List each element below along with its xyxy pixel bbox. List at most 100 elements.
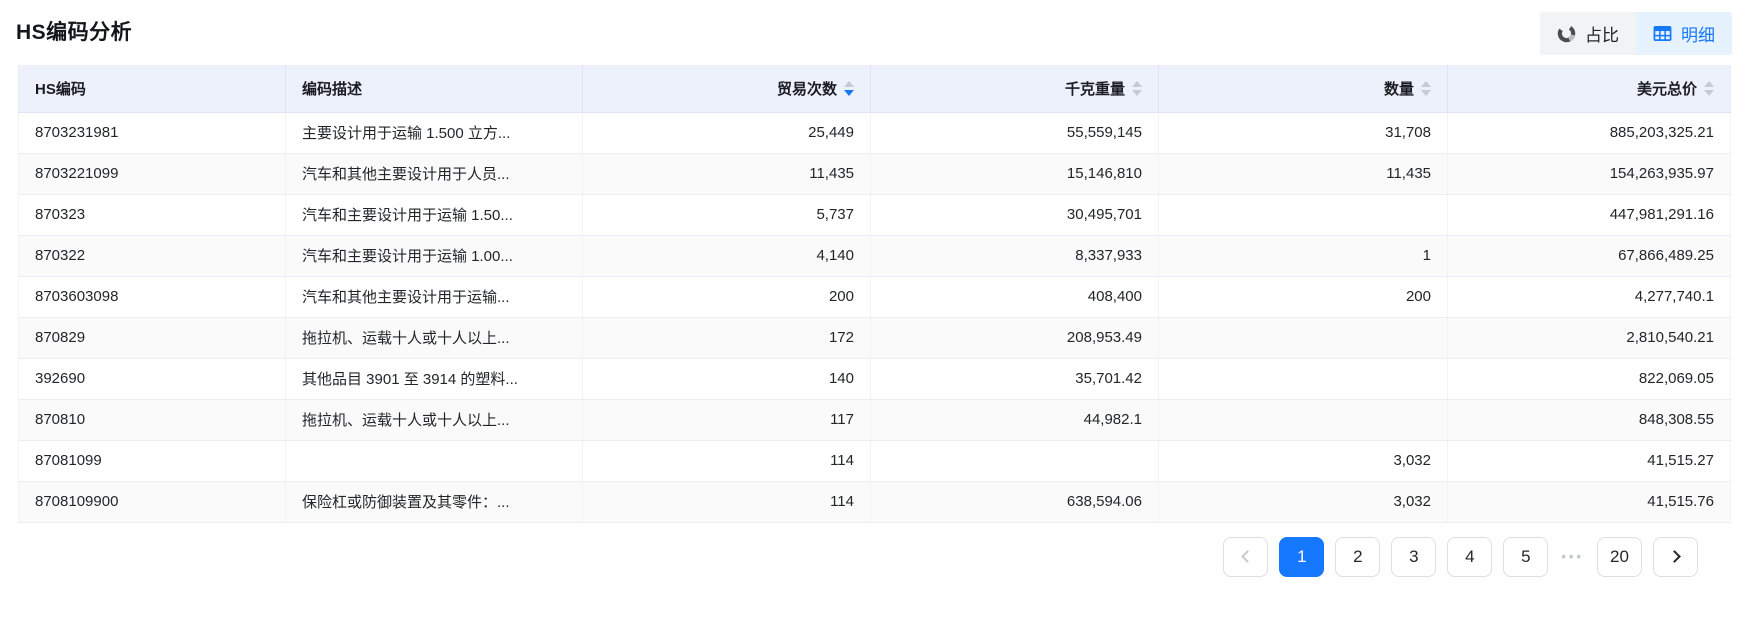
- column-label-hs-code: HS编码: [35, 80, 86, 98]
- table-row: 870323 汽车和主要设计用于运输 1.50... 5,737 30,495,701…: [18, 194, 1731, 236]
- sort-caret-up-icon: [1132, 80, 1142, 87]
- table-row: 392690 其他品目 3901 至 3914 的塑料... 140 35,701.4…: [18, 358, 1731, 400]
- cell-hs-code: 392690: [18, 358, 286, 400]
- cell-usd-total: 848,308.55: [1447, 399, 1731, 441]
- sort-caret-down-icon: [844, 89, 854, 96]
- sort-caret-down-icon: [1421, 89, 1431, 96]
- sorter-usd-total[interactable]: [1704, 80, 1714, 96]
- sorter-quantity[interactable]: [1421, 80, 1431, 96]
- table-row: 870322 汽车和主要设计用于运输 1.00... 4,140 8,337,933 1…: [18, 235, 1731, 277]
- cell-usd-total: 822,069.05: [1447, 358, 1731, 400]
- table-row: 870829 拖拉机、运载十人或十人以上... 172 208,953.49 2,810…: [18, 317, 1731, 359]
- cell-description: [285, 440, 583, 482]
- sort-caret-up-icon: [1421, 80, 1431, 87]
- table-row: 8703221099 汽车和其他主要设计用于人员... 11,435 15,146,8…: [18, 153, 1731, 195]
- column-header-usd-total[interactable]: 美元总价: [1447, 65, 1731, 113]
- cell-hs-code: 8708109900: [18, 481, 286, 523]
- cell-hs-code: 8703603098: [18, 276, 286, 318]
- cell-hs-code: 870810: [18, 399, 286, 441]
- cell-hs-code: 870829: [18, 317, 286, 359]
- column-label-kg-weight: 千克重量: [1064, 80, 1125, 98]
- detail-view-button[interactable]: 明细: [1636, 12, 1732, 55]
- cell-quantity: 200: [1158, 276, 1448, 318]
- column-header-description: 编码描述: [285, 65, 583, 113]
- pagination: 1 2 3 4 5 ••• 20: [0, 523, 1745, 577]
- page-button-5[interactable]: 5: [1503, 536, 1549, 577]
- column-label-usd-total: 美元总价: [1636, 80, 1697, 98]
- sort-caret-down-icon: [1704, 89, 1714, 96]
- pie-chart-icon: [1557, 24, 1576, 43]
- cell-usd-total: 41,515.76: [1447, 481, 1731, 523]
- cell-usd-total: 2,810,540.21: [1447, 317, 1731, 359]
- cell-quantity: [1158, 399, 1448, 441]
- cell-trade-count: 140: [582, 358, 871, 400]
- column-header-quantity[interactable]: 数量: [1158, 65, 1448, 113]
- sorter-trade-count[interactable]: [844, 80, 854, 96]
- page-button-4[interactable]: 4: [1447, 536, 1493, 577]
- cell-kg-weight: 408,400: [870, 276, 1159, 318]
- cell-description: 汽车和其他主要设计用于人员...: [285, 153, 583, 195]
- column-header-trade-count[interactable]: 贸易次数: [582, 65, 871, 113]
- hs-code-table-container: HS编码 编码描述 贸易次数 千克重量 数量 美元总价 8703231981 主要设计用于运…: [0, 65, 1745, 523]
- cell-usd-total: 154,263,935.97: [1447, 153, 1731, 195]
- page-header: HS编码分析 占比 明细: [0, 0, 1745, 65]
- cell-trade-count: 114: [582, 481, 871, 523]
- cell-description: 其他品目 3901 至 3914 的塑料...: [285, 358, 583, 400]
- proportion-view-button[interactable]: 占比: [1540, 12, 1636, 55]
- cell-kg-weight: [870, 440, 1159, 482]
- chevron-left-icon: [1240, 550, 1254, 563]
- cell-hs-code: 8703231981: [18, 112, 286, 154]
- pagination-ellipsis[interactable]: •••: [1561, 549, 1584, 564]
- page-button-1[interactable]: 1: [1279, 536, 1325, 577]
- cell-description: 汽车和主要设计用于运输 1.50...: [285, 194, 583, 236]
- table-row: 870810 拖拉机、运载十人或十人以上... 117 44,982.1 848,308…: [18, 399, 1731, 441]
- cell-description: 主要设计用于运输 1.500 立方...: [285, 112, 583, 154]
- cell-quantity: [1158, 358, 1448, 400]
- cell-trade-count: 4,140: [582, 235, 871, 277]
- cell-trade-count: 25,449: [582, 112, 871, 154]
- cell-description: 拖拉机、运载十人或十人以上...: [285, 399, 583, 441]
- cell-kg-weight: 55,559,145: [870, 112, 1159, 154]
- cell-usd-total: 885,203,325.21: [1447, 112, 1731, 154]
- cell-quantity: 11,435: [1158, 153, 1448, 195]
- column-label-quantity: 数量: [1383, 80, 1414, 98]
- detail-view-label: 明细: [1681, 26, 1715, 45]
- cell-kg-weight: 8,337,933: [870, 235, 1159, 277]
- table-row: 8708109900 保险杠或防御装置及其零件：... 114 638,594.06 3…: [18, 481, 1731, 523]
- page-title: HS编码分析: [16, 21, 133, 44]
- column-header-hs-code: HS编码: [18, 65, 286, 113]
- cell-usd-total: 4,277,740.1: [1447, 276, 1731, 318]
- prev-page-button[interactable]: [1223, 536, 1269, 577]
- cell-hs-code: 870322: [18, 235, 286, 277]
- cell-trade-count: 172: [582, 317, 871, 359]
- cell-trade-count: 200: [582, 276, 871, 318]
- cell-quantity: [1158, 317, 1448, 359]
- page-button-3[interactable]: 3: [1391, 536, 1437, 577]
- cell-trade-count: 5,737: [582, 194, 871, 236]
- column-header-kg-weight[interactable]: 千克重量: [870, 65, 1159, 113]
- sort-caret-down-icon: [1132, 89, 1142, 96]
- cell-description: 拖拉机、运载十人或十人以上...: [285, 317, 583, 359]
- cell-kg-weight: 35,701.42: [870, 358, 1159, 400]
- cell-kg-weight: 44,982.1: [870, 399, 1159, 441]
- next-page-button[interactable]: [1653, 536, 1698, 577]
- cell-hs-code: 870323: [18, 194, 286, 236]
- cell-hs-code: 8703221099: [18, 153, 286, 195]
- proportion-view-label: 占比: [1585, 26, 1619, 45]
- cell-kg-weight: 638,594.06: [870, 481, 1159, 523]
- table-row: 87081099 114 3,032 41,515.27: [18, 440, 1731, 482]
- table-header-row: HS编码 编码描述 贸易次数 千克重量 数量 美元总价: [18, 65, 1731, 113]
- page-button-2[interactable]: 2: [1335, 536, 1381, 577]
- chevron-right-icon: [1667, 550, 1681, 563]
- hs-code-table: HS编码 编码描述 贸易次数 千克重量 数量 美元总价 8703231981 主要设计用于运…: [18, 65, 1731, 523]
- cell-quantity: 3,032: [1158, 440, 1448, 482]
- column-label-description: 编码描述: [302, 80, 363, 98]
- page-button-20[interactable]: 20: [1597, 536, 1642, 577]
- view-toggle-group: 占比 明细: [1540, 12, 1732, 55]
- cell-quantity: 31,708: [1158, 112, 1448, 154]
- column-label-trade-count: 贸易次数: [776, 80, 837, 98]
- sorter-kg-weight[interactable]: [1132, 80, 1142, 96]
- cell-description: 保险杠或防御装置及其零件：...: [285, 481, 583, 523]
- cell-usd-total: 67,866,489.25: [1447, 235, 1731, 277]
- cell-description: 汽车和其他主要设计用于运输...: [285, 276, 583, 318]
